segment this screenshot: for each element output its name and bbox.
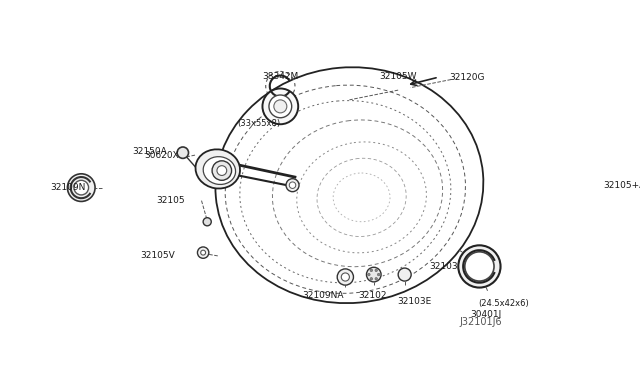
Ellipse shape xyxy=(195,149,240,189)
Text: 38342M: 38342M xyxy=(262,72,298,81)
Circle shape xyxy=(398,268,411,281)
Circle shape xyxy=(465,252,494,281)
Text: 32105+A: 32105+A xyxy=(604,181,640,190)
Text: J32101J6: J32101J6 xyxy=(460,317,502,327)
Circle shape xyxy=(262,89,298,124)
Circle shape xyxy=(289,182,296,189)
Circle shape xyxy=(375,278,378,280)
Circle shape xyxy=(286,179,299,192)
Circle shape xyxy=(368,273,370,276)
Text: 32105: 32105 xyxy=(157,196,185,205)
Circle shape xyxy=(378,273,380,276)
Text: 32120G: 32120G xyxy=(449,73,485,81)
Circle shape xyxy=(375,269,378,272)
Text: 32109NA: 32109NA xyxy=(303,291,344,300)
Text: 30620X: 30620X xyxy=(144,151,179,160)
Text: 32105W: 32105W xyxy=(380,72,417,81)
Text: 32102: 32102 xyxy=(358,291,387,300)
Circle shape xyxy=(212,161,232,180)
Circle shape xyxy=(198,247,209,258)
Circle shape xyxy=(341,273,349,281)
Circle shape xyxy=(203,218,211,226)
Ellipse shape xyxy=(204,157,236,185)
Circle shape xyxy=(458,245,500,288)
Circle shape xyxy=(274,100,287,113)
Text: (33x55x8): (33x55x8) xyxy=(237,119,280,128)
Text: 32103E: 32103E xyxy=(397,296,431,305)
Text: 32105V: 32105V xyxy=(140,251,175,260)
Circle shape xyxy=(177,147,189,158)
Circle shape xyxy=(269,95,292,118)
Text: 32150A: 32150A xyxy=(132,147,166,155)
Circle shape xyxy=(217,166,227,176)
Text: 32103: 32103 xyxy=(429,262,458,271)
Circle shape xyxy=(337,269,353,285)
Text: 30401J: 30401J xyxy=(470,310,502,318)
Circle shape xyxy=(201,250,205,255)
Circle shape xyxy=(74,180,88,195)
Circle shape xyxy=(370,269,372,272)
Text: (24.5x42x6): (24.5x42x6) xyxy=(479,299,529,308)
Circle shape xyxy=(67,174,95,202)
Text: 32109N: 32109N xyxy=(51,183,86,192)
Circle shape xyxy=(367,267,381,282)
Circle shape xyxy=(370,278,372,280)
